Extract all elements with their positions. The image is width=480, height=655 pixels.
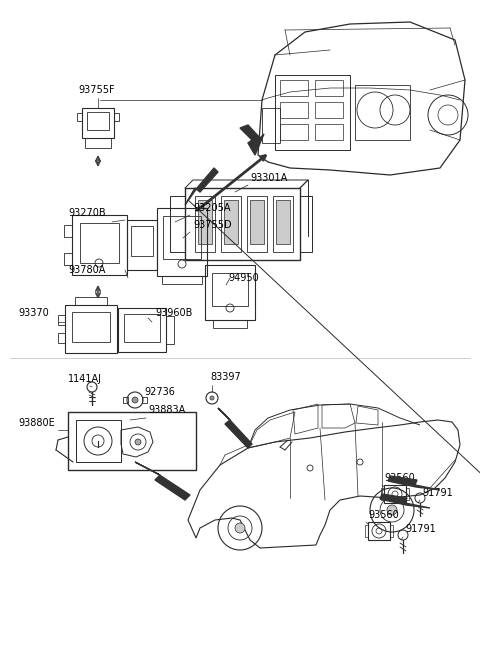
Polygon shape (380, 494, 430, 508)
Bar (163, 216, 201, 259)
Bar (247, 196, 267, 252)
Bar (127, 220, 157, 270)
Bar (224, 200, 238, 244)
Circle shape (210, 396, 214, 400)
Circle shape (132, 397, 138, 403)
Bar (72, 312, 110, 342)
Bar (64, 225, 72, 237)
Bar (85, 138, 111, 148)
Text: 93301A: 93301A (250, 173, 287, 183)
Polygon shape (135, 462, 190, 500)
Text: 92736: 92736 (144, 387, 175, 397)
Text: 83397: 83397 (210, 372, 241, 382)
Bar (195, 196, 215, 252)
Bar (390, 525, 393, 537)
Bar (124, 314, 160, 342)
Bar (250, 200, 264, 244)
Text: 1141AJ: 1141AJ (68, 374, 102, 384)
Text: 93880E: 93880E (18, 418, 55, 428)
Bar (64, 253, 72, 265)
Bar (162, 276, 202, 284)
Bar (68, 412, 196, 470)
Text: 93960B: 93960B (155, 308, 192, 318)
Bar (87, 112, 109, 130)
Text: 93780A: 93780A (68, 265, 106, 275)
Bar (315, 124, 343, 140)
Bar (166, 316, 174, 344)
Text: 91791: 91791 (422, 488, 453, 498)
Circle shape (387, 505, 397, 515)
Text: 91791: 91791 (405, 524, 436, 534)
Bar (80, 223, 119, 263)
Polygon shape (185, 168, 218, 205)
Bar (185, 188, 300, 260)
Bar (365, 525, 368, 537)
Bar (142, 397, 147, 403)
Bar (118, 308, 166, 352)
Text: 93883A: 93883A (148, 405, 185, 415)
Bar (75, 297, 107, 305)
Text: 93370: 93370 (18, 308, 49, 318)
Bar (123, 397, 128, 403)
Text: 93560: 93560 (384, 473, 415, 483)
Bar (212, 273, 248, 306)
Bar (280, 124, 308, 140)
Text: 93560: 93560 (368, 510, 399, 520)
Bar (275, 75, 350, 150)
Bar (355, 85, 410, 140)
Bar (170, 196, 185, 252)
Text: 93755F: 93755F (78, 85, 115, 95)
Circle shape (235, 523, 245, 533)
Bar (114, 113, 119, 121)
Bar (213, 320, 247, 328)
Bar (58, 315, 65, 325)
Bar (65, 305, 117, 353)
Bar (406, 488, 409, 500)
Bar (157, 208, 207, 276)
Bar (300, 196, 312, 252)
Bar (381, 488, 384, 500)
Bar (315, 102, 343, 118)
Polygon shape (388, 476, 440, 490)
Bar (262, 108, 280, 143)
Bar (76, 420, 121, 462)
Bar (273, 196, 293, 252)
Circle shape (135, 439, 141, 445)
Text: 94950: 94950 (228, 273, 259, 283)
Bar (205, 265, 255, 320)
Bar (58, 333, 65, 343)
Bar (315, 80, 343, 96)
Text: 93270B: 93270B (68, 208, 106, 218)
Bar (276, 200, 290, 244)
Bar (198, 200, 212, 244)
Polygon shape (218, 408, 252, 448)
Bar (384, 485, 406, 503)
Text: 93205A: 93205A (193, 203, 230, 213)
Bar (280, 102, 308, 118)
Bar (72, 215, 127, 275)
Bar (280, 80, 308, 96)
Bar (131, 226, 153, 256)
Bar (82, 108, 114, 138)
Text: 93755D: 93755D (193, 220, 232, 230)
Bar (368, 522, 390, 540)
Bar (77, 113, 82, 121)
Polygon shape (240, 125, 264, 155)
Bar (221, 196, 241, 252)
